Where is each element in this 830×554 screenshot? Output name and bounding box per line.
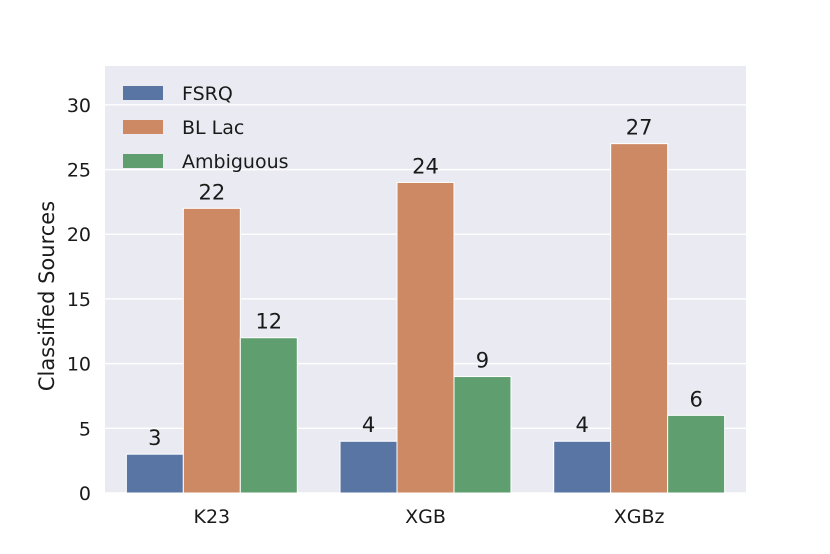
x-tick-k23: K23	[194, 506, 231, 528]
data-label-xgb-ambiguous: 9	[476, 349, 489, 373]
data-label-k23-bl-lac: 22	[198, 180, 225, 204]
bar-xgbz-bl-lac	[610, 143, 669, 494]
legend-label-bl-lac: BL Lac	[182, 117, 244, 139]
bar-k23-fsrq	[125, 453, 184, 494]
data-label-xgb-bl-lac: 24	[412, 154, 439, 178]
legend-swatch-fsrq	[123, 86, 163, 100]
bar-k23-ambiguous	[239, 337, 298, 494]
data-labels: 3 22 12 4 24 9 4 27 6	[148, 116, 703, 451]
legend-swatch-bl-lac	[123, 120, 163, 134]
legend: FSRQ BL Lac Ambiguous	[123, 83, 289, 173]
bar-xgb-bl-lac	[396, 181, 455, 494]
y-tick-0: 0	[79, 483, 91, 505]
bar-xgb-fsrq	[339, 440, 398, 494]
y-tick-labels: 0 5 10 15 20 25 30	[67, 95, 91, 505]
legend-label-ambiguous: Ambiguous	[182, 151, 289, 173]
legend-label-fsrq: FSRQ	[182, 83, 233, 105]
bars-group	[125, 143, 726, 494]
y-tick-5: 5	[79, 418, 91, 440]
y-tick-25: 25	[67, 160, 91, 182]
y-axis-label: Classified Sources	[35, 201, 59, 391]
bar-k23-bl-lac	[182, 207, 241, 494]
bar-xgbz-ambiguous	[667, 414, 726, 494]
x-tick-labels: K23 XGB XGBz	[194, 506, 665, 528]
y-tick-30: 30	[67, 95, 91, 117]
x-tick-xgbz: XGBz	[614, 506, 665, 528]
x-tick-xgb: XGB	[405, 506, 446, 528]
data-label-xgbz-ambiguous: 6	[689, 387, 702, 411]
data-label-k23-fsrq: 3	[148, 426, 161, 450]
legend-swatch-ambiguous	[123, 154, 163, 168]
data-label-k23-ambiguous: 12	[255, 310, 282, 334]
bar-xgbz-fsrq	[553, 440, 612, 494]
data-label-xgbz-bl-lac: 27	[626, 116, 653, 140]
data-label-xgbz-fsrq: 4	[576, 413, 589, 437]
y-tick-20: 20	[67, 224, 91, 246]
y-tick-10: 10	[67, 354, 91, 376]
bar-xgb-ambiguous	[453, 376, 512, 494]
y-tick-15: 15	[67, 289, 91, 311]
data-label-xgb-fsrq: 4	[362, 413, 375, 437]
